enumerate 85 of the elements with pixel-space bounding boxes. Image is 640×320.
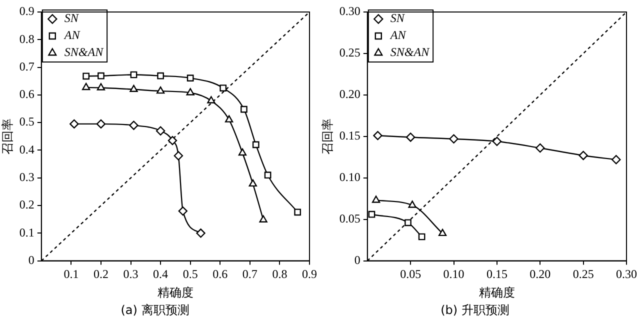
- point: [70, 119, 79, 129]
- point: [438, 228, 447, 236]
- point: [156, 126, 166, 136]
- point: [240, 106, 248, 113]
- point: [174, 151, 184, 160]
- point: [98, 72, 104, 80]
- x-tick-label: 0.2: [93, 267, 108, 282]
- y-tick-label: 0.15: [339, 128, 360, 143]
- point: [82, 72, 90, 80]
- y-tick-label: 0: [28, 252, 34, 267]
- point: [178, 206, 188, 216]
- point: [259, 215, 268, 222]
- point: [418, 233, 426, 240]
- point: [492, 136, 502, 146]
- y-tick-label: 0.05: [339, 211, 360, 226]
- point: [129, 120, 138, 130]
- point: [404, 219, 412, 226]
- y-tick-label: 0.10: [339, 170, 360, 184]
- x-tick-label: 0.4: [153, 267, 168, 282]
- x-tick-label: 0.05: [400, 267, 422, 282]
- point: [186, 74, 194, 82]
- point: [248, 179, 257, 187]
- point: [130, 84, 138, 92]
- legend-label: SN: [64, 11, 80, 26]
- y-axis-title: 召回率: [0, 118, 14, 154]
- point: [449, 134, 458, 144]
- x-axis-title: 精确度: [478, 286, 515, 300]
- x-tick-label: 0.30: [616, 267, 637, 282]
- point: [82, 82, 90, 90]
- x-tick-label: 0.25: [572, 267, 594, 282]
- x-tick-label: 0.3: [123, 267, 138, 282]
- y-tick-label: 0.3: [19, 170, 34, 184]
- point: [372, 196, 380, 203]
- x-tick-label: 0.10: [443, 267, 464, 282]
- x-tick-label: 0.6: [212, 267, 228, 282]
- legend-label: SN&AN: [64, 45, 104, 60]
- point: [220, 84, 227, 92]
- y-tick-label: 0.20: [339, 87, 360, 102]
- point: [168, 136, 178, 146]
- point: [264, 172, 272, 179]
- point: [368, 210, 376, 218]
- point: [536, 143, 545, 153]
- x-tick-label: 0.8: [272, 267, 288, 282]
- point: [156, 86, 165, 94]
- point: [294, 208, 302, 216]
- point: [406, 132, 416, 142]
- x-tick-label: 0.7: [242, 267, 258, 282]
- y-tick-label: 0.25: [339, 46, 360, 60]
- x-tick-label: 0.1: [64, 267, 79, 282]
- point: [612, 155, 621, 164]
- x-tick-label: 0.5: [182, 267, 198, 282]
- legend-label: AN: [63, 28, 81, 42]
- point: [373, 130, 382, 140]
- y-tick-label: 0: [354, 252, 360, 267]
- y-axis-title: 召回率: [320, 118, 334, 154]
- point: [408, 200, 416, 208]
- y-tick-label: 0.8: [19, 32, 34, 46]
- x-tick-label: 0.9: [302, 267, 317, 282]
- point: [130, 71, 138, 78]
- x-tick-label: 0.15: [486, 267, 508, 282]
- text: (a) 离职预测: [120, 302, 190, 317]
- point: [207, 96, 216, 104]
- legend-label: AN: [389, 28, 407, 42]
- y-tick-label: 0.1: [19, 225, 34, 240]
- point: [578, 150, 588, 160]
- y-tick-label: 0.4: [19, 142, 34, 156]
- legend-label: SN: [390, 11, 406, 26]
- y-tick-label: 0.30: [339, 4, 360, 18]
- point: [96, 119, 106, 129]
- point: [252, 141, 260, 148]
- y-tick-label: 0.9: [19, 4, 34, 18]
- y-tick-label: 0.2: [19, 198, 34, 212]
- y-tick-label: 0.5: [19, 114, 34, 129]
- point: [157, 72, 164, 80]
- point: [96, 83, 106, 90]
- text: (b) 升职预测: [440, 302, 510, 317]
- point: [238, 148, 247, 156]
- point: [225, 115, 234, 122]
- y-tick-label: 0.6: [19, 87, 34, 102]
- point: [196, 228, 206, 238]
- x-tick-label: 0.20: [530, 267, 551, 282]
- point: [186, 88, 194, 96]
- y-tick-label: 0.7: [19, 59, 34, 74]
- x-axis-title: 精确度: [157, 286, 194, 300]
- legend-label: SN&AN: [390, 45, 430, 60]
